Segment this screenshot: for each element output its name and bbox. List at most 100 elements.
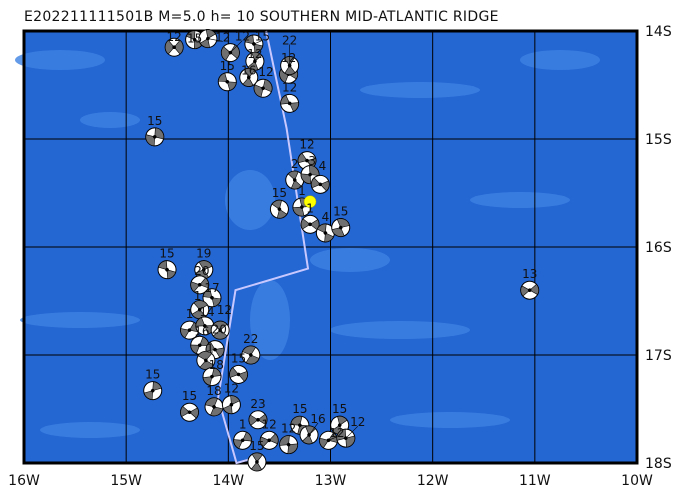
bathymetry-patch	[20, 312, 140, 328]
depth-label: 17	[204, 281, 219, 295]
depth-label: 12	[247, 47, 262, 61]
label-leader-line	[328, 436, 338, 441]
lat-tick-label: 15S	[645, 132, 672, 148]
depth-label: 15	[159, 247, 174, 261]
map-title: E202211111501B M=5.0 h= 10 SOUTHERN MID-…	[24, 9, 499, 25]
label-leader-line	[308, 422, 319, 436]
lat-tick-label: 16S	[645, 240, 672, 256]
bathymetry-patch	[330, 321, 470, 339]
depth-label: 15	[272, 186, 287, 200]
depth-label: 13	[522, 267, 537, 281]
focal-mechanism	[247, 452, 267, 472]
depth-label: 12	[281, 51, 296, 65]
depth-label: 12	[282, 80, 297, 94]
lon-tick-label: 15W	[110, 473, 142, 489]
depth-label: 2	[291, 157, 299, 171]
focal-mechanism	[233, 430, 253, 450]
depth-label: 15	[147, 114, 162, 128]
depth-label: 12	[281, 422, 296, 436]
depth-label: 15	[187, 32, 202, 46]
depth-label: 12	[258, 65, 273, 79]
lat-tick-label: 18S	[645, 456, 672, 472]
focal-mechanism	[259, 430, 279, 450]
depth-label: 4	[322, 210, 330, 224]
label-leader-line	[345, 425, 359, 439]
beachball-center	[210, 295, 214, 300]
focal-mechanism	[194, 260, 214, 280]
bathymetry-patch	[225, 170, 275, 230]
depth-label: 1	[194, 289, 202, 303]
focal-mechanism	[180, 320, 200, 340]
depth-label: 15	[182, 389, 197, 403]
beachball-center	[527, 288, 532, 293]
depth-label: 15	[145, 368, 160, 382]
depth-label: 19	[196, 247, 211, 261]
bathymetry-patch	[15, 50, 105, 70]
depth-label: 15	[292, 402, 307, 416]
lon-tick-label: 11W	[519, 473, 551, 489]
beachball-center	[255, 460, 259, 464]
main-event-marker	[303, 195, 317, 208]
beachball-center	[203, 324, 207, 328]
focal-mechanism	[180, 402, 200, 422]
focal-mechanism	[202, 367, 222, 387]
bathymetry-patch	[250, 280, 290, 360]
focal-mechanism	[229, 364, 249, 384]
depth-label: 1	[306, 201, 314, 215]
focal-mechanism	[520, 280, 540, 300]
beachball-center	[210, 374, 214, 379]
lat-tick-label: 17S	[645, 348, 672, 364]
beachball-center	[229, 402, 234, 407]
beachball-center	[277, 207, 282, 211]
focal-mechanism	[190, 335, 210, 355]
focal-mechanisms	[143, 29, 540, 472]
depth-label: 1	[186, 307, 194, 321]
focal-mechanism	[297, 151, 317, 171]
depth-label: 12	[262, 417, 277, 431]
focal-mechanism	[145, 127, 165, 147]
depth-label: 15	[220, 59, 235, 73]
beachball-center	[249, 353, 253, 357]
map-frame	[22, 29, 639, 465]
depth-label: 15	[332, 402, 347, 416]
lon-tick-label: 16W	[8, 473, 40, 489]
beachball-center	[236, 372, 241, 377]
focal-mechanism	[279, 435, 299, 455]
depth-label: 15	[333, 205, 348, 219]
focal-mechanism	[315, 223, 335, 243]
beachball-center	[305, 158, 309, 163]
beachball-center	[204, 358, 208, 363]
bathymetry-patch	[80, 112, 140, 128]
lon-tick-label: 14W	[212, 473, 244, 489]
depth-label: 22	[243, 332, 258, 346]
focal-mechanism	[195, 316, 215, 336]
focal-mechanism	[217, 72, 237, 92]
lon-tick-label: 13W	[315, 473, 347, 489]
focal-mechanism	[331, 218, 351, 238]
focal-mechanism	[164, 37, 184, 57]
label-leader-line	[253, 40, 263, 45]
depth-label: 15	[255, 29, 270, 43]
depth-label: 1	[206, 342, 214, 356]
depth-label: 12	[167, 30, 182, 44]
beachball-center	[286, 442, 291, 447]
depth-label: 12	[299, 138, 314, 152]
depth-label: 1	[298, 184, 306, 198]
beachball-center	[187, 328, 192, 332]
beachball-center	[267, 438, 272, 443]
beachball-center	[218, 328, 222, 332]
bathymetry-patch	[40, 422, 140, 438]
depth-label: 1	[239, 417, 247, 431]
beachball-center	[165, 267, 169, 272]
beachball-center	[212, 405, 216, 409]
beachball-center	[213, 347, 217, 352]
focal-mechanism	[190, 275, 210, 295]
focal-mechanism	[210, 320, 230, 340]
focal-mechanism	[221, 395, 241, 415]
beachball-center	[225, 79, 230, 84]
beachball-center	[308, 172, 312, 177]
focal-mechanism	[190, 300, 210, 320]
label-leader-line	[230, 40, 243, 53]
depth-label: 16	[194, 324, 209, 338]
